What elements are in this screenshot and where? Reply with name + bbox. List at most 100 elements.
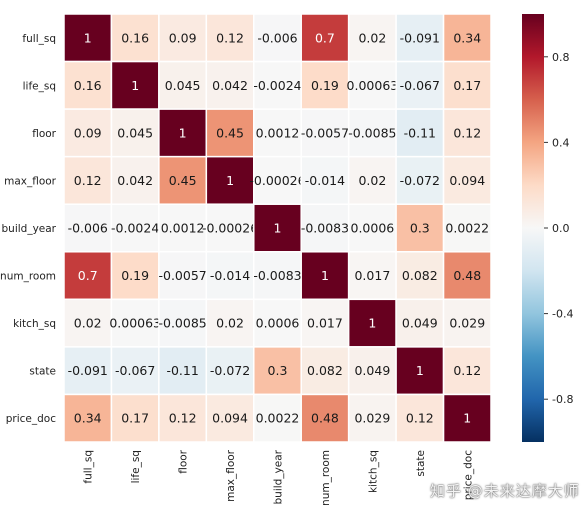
cell-value-label: -0.0057 (301, 125, 349, 140)
cell-value-label: 0.02 (216, 316, 244, 331)
heatmap-cell (158, 60, 208, 110)
cell-value-label: 0.017 (307, 316, 343, 331)
cell-value-label: 0.16 (74, 78, 102, 93)
heatmap-cell (347, 60, 397, 110)
cell-value-label: 0.48 (453, 268, 481, 283)
row-tick-label: life_sq (23, 80, 56, 92)
colorbar (522, 14, 544, 442)
cell-value-label: 0.3 (268, 363, 288, 378)
heatmap-cell (110, 251, 160, 301)
cell-value-label: 0.00063 (347, 78, 399, 93)
heatmap-cell (300, 203, 350, 253)
row-tick-label: max_floor (4, 175, 57, 187)
heatmap-cell (347, 298, 397, 348)
cell-value-label: -0.11 (166, 363, 198, 378)
cell-value-label: -0.091 (68, 363, 108, 378)
row-tick-label: state (29, 366, 56, 378)
cell-value-label: 0.12 (74, 173, 102, 188)
colorbar-ticks: 0.8 0.4 0.0 -0.4 -0.8 (544, 51, 573, 406)
heatmap-cell (63, 251, 113, 301)
cell-value-label: 0.17 (453, 78, 481, 93)
cell-value-label: -0.0024 (111, 221, 159, 236)
cell-value-label: 0.09 (74, 125, 102, 140)
cell-value-label: 0.7 (315, 30, 335, 45)
cell-value-label: -0.00026 (202, 221, 258, 236)
colorbar-tick-label: -0.8 (552, 393, 573, 406)
cell-value-label: 0.12 (169, 411, 197, 426)
cell-value-label: 0.094 (212, 411, 248, 426)
heatmap-cell (253, 251, 302, 301)
cell-value-label: -0.00026 (249, 173, 305, 188)
cell-value-label: 0.12 (216, 30, 244, 45)
cell-value-label: -0.067 (115, 363, 155, 378)
row-tick-label: build_year (2, 223, 57, 235)
cell-value-label: 0.00063 (109, 316, 161, 331)
row-tick-label: full_sq (22, 33, 56, 45)
column-tick-label: floor (178, 449, 190, 473)
cell-value-label: -0.072 (400, 173, 440, 188)
heatmap-cell (205, 393, 255, 443)
cell-value-label: -0.014 (210, 268, 250, 283)
heatmap-cell (63, 60, 113, 110)
heatmap-cell (110, 155, 160, 205)
heatmap-cell (110, 13, 160, 63)
cell-value-label: 1 (274, 221, 282, 236)
column-tick-label: kitch_sq (367, 450, 379, 493)
cell-value-label: 0.029 (354, 411, 390, 426)
heatmap-cell (110, 108, 160, 158)
cell-value-label: -0.091 (400, 30, 440, 45)
cell-value-label: 0.12 (453, 125, 481, 140)
cell-value-label: 0.082 (307, 363, 343, 378)
row-tick-label: kitch_sq (13, 318, 56, 330)
heatmap-cell (63, 203, 113, 253)
cell-value-label: 0.02 (358, 173, 386, 188)
heatmap-cell (300, 13, 350, 63)
column-tick-label: build_year (273, 449, 285, 504)
cell-value-label: 0.7 (78, 268, 98, 283)
cell-value-label: 1 (368, 316, 376, 331)
heatmap-cell (158, 108, 208, 158)
heatmap-cell (110, 393, 160, 443)
heatmap-cell (300, 393, 350, 443)
heatmap-cell (205, 155, 255, 205)
column-tick-label: price_doc (462, 450, 474, 500)
cell-value-label: -0.11 (404, 125, 436, 140)
heatmap-cell (63, 298, 113, 348)
column-tick-label: state (415, 450, 427, 477)
cell-value-label: 0.16 (121, 30, 149, 45)
column-tick-label: full_sq (83, 450, 95, 484)
cell-value-label: -0.0083 (253, 268, 301, 283)
cell-value-label: -0.0083 (301, 221, 349, 236)
heatmap-cell (395, 251, 445, 301)
column-tick-label: num_room (320, 450, 332, 506)
heatmap-cell (63, 393, 113, 443)
cell-value-label: -0.067 (400, 78, 440, 93)
cell-value-label: 0.17 (121, 411, 149, 426)
heatmap-cell (158, 346, 208, 396)
cell-value-label: 0.12 (406, 411, 434, 426)
cell-value-label: 0.042 (117, 173, 153, 188)
cell-value-label: 1 (463, 411, 471, 426)
cell-value-label: 0.09 (169, 30, 197, 45)
heatmap-cell (253, 108, 302, 158)
cell-value-label: 1 (84, 30, 92, 45)
heatmap-cell (110, 298, 160, 348)
heatmap-cell (442, 251, 492, 301)
heatmap-cell (395, 60, 445, 110)
heatmap-cell (205, 251, 255, 301)
cell-value-label: 0.12 (453, 363, 481, 378)
cell-value-label: 1 (321, 268, 329, 283)
cell-value-label: 1 (131, 78, 139, 93)
heatmap-cell (63, 108, 113, 158)
heatmap-cells: 1 0.16 0.09 0.12 -0.006 0.7 0.02 -0.091 0.34 0.16… (63, 13, 492, 443)
cell-value-label: 0.3 (410, 221, 430, 236)
cell-value-label: 0.049 (402, 316, 438, 331)
column-tick-label: life_sq (130, 450, 142, 483)
cell-value-label: 0.45 (216, 125, 244, 140)
cell-value-label: 1 (226, 173, 234, 188)
heatmap-cell (347, 393, 397, 443)
cell-value-label: 0.0006 (256, 316, 300, 331)
cell-value-label: -0.006 (68, 221, 108, 236)
colorbar-tick-label: 0.8 (552, 51, 570, 64)
